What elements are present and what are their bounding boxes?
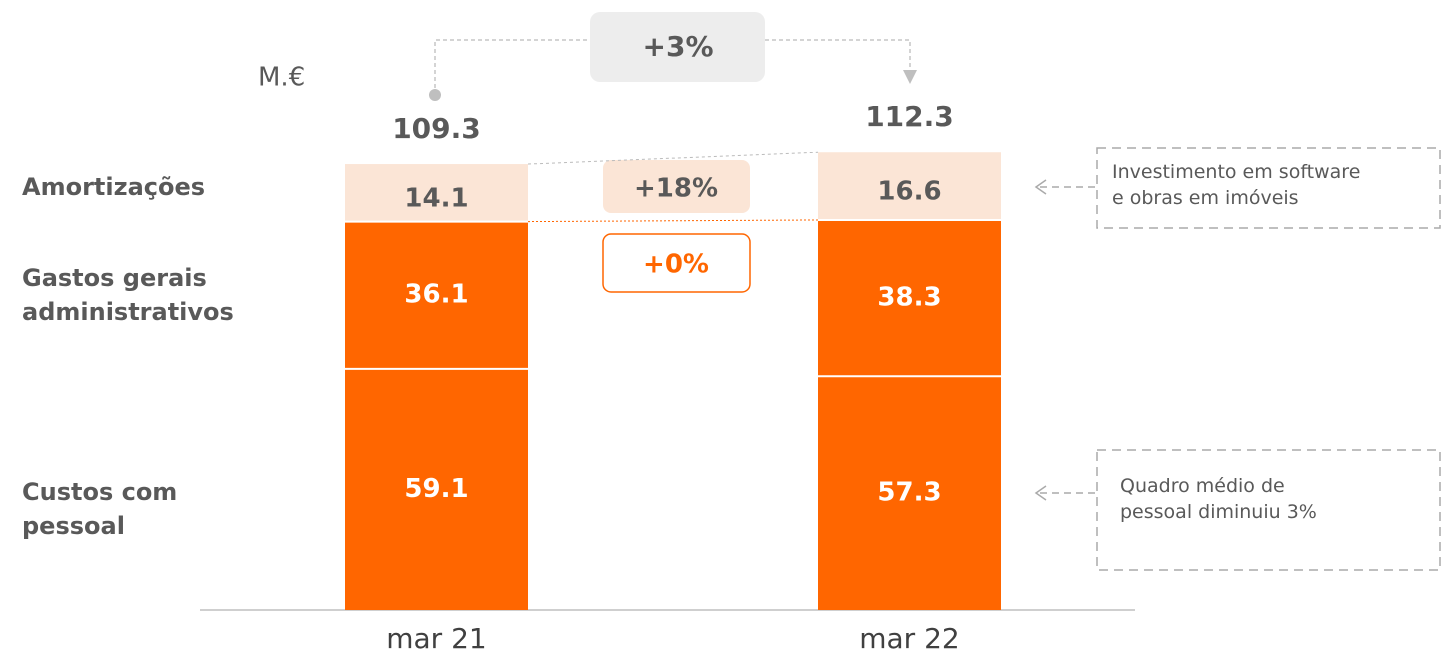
annotation: +3% [643,30,714,63]
note-box [1096,449,1441,571]
unit-label: M.€ [258,63,305,93]
change-box [602,233,751,293]
note-arrow [1034,485,1047,501]
value-label: 16.6 [877,177,941,207]
series-label: Amortizações [22,172,206,201]
connector [434,39,590,95]
value-label: 36.1 [404,280,468,310]
bar-segment [345,368,528,610]
note-text: pessoal diminuiu 3% [1120,501,1317,523]
series-label: Gastos gerais administrativos [22,264,234,327]
connector [765,39,911,72]
bar-segment [818,376,1001,610]
series-label: Custos com pessoal [22,478,178,541]
note-box [1096,147,1441,229]
change-guide [527,219,819,223]
annotation: +18% [634,174,718,204]
connector-dot [429,89,441,101]
value-label: 57.3 [877,478,941,508]
note-arrow [1034,179,1047,195]
x-tick-label: mar 22 [859,622,959,655]
bar-segment [345,221,528,369]
change-guide [527,151,819,165]
value-label: 38.3 [877,283,941,313]
connector-arrow [903,70,917,84]
total-change-box [590,12,765,82]
bar-segment [345,164,528,222]
bar-segment [818,152,1001,220]
value-label: 14.1 [404,183,468,213]
note-text: e obras em imóveis [1112,187,1299,209]
total-label: 112.3 [865,100,954,133]
note-text: Investimento em software [1112,161,1361,183]
bar-segment [818,219,1001,377]
annotation: +0% [643,250,709,280]
value-label: 59.1 [404,474,468,504]
change-box [603,160,750,213]
total-label: 109.3 [392,112,481,145]
note-text: Quadro médio de [1120,475,1285,497]
x-tick-label: mar 21 [386,622,486,655]
